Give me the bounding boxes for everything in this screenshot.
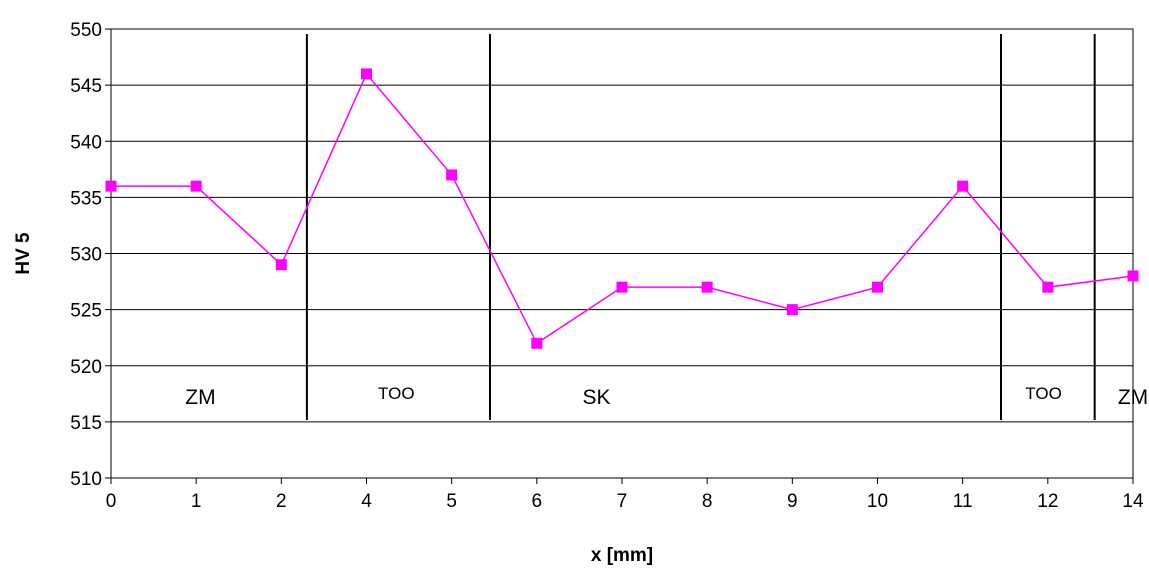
x-tick-label: 0 <box>106 491 117 512</box>
y-axis-title: HV 5 <box>13 232 34 275</box>
x-tick-label: 9 <box>787 491 798 512</box>
series-group <box>105 68 1139 349</box>
y-tick-label: 550 <box>70 20 102 41</box>
y-tick-label: 525 <box>70 301 102 322</box>
data-point-marker <box>531 337 543 349</box>
y-tick-label: 510 <box>70 469 102 490</box>
x-tick-label: 6 <box>532 491 543 512</box>
data-point-marker <box>872 281 883 293</box>
data-point-marker <box>786 304 798 316</box>
x-axis-ticks: 0 1 2 4 5 6 7 8 9 10 11 12 14 <box>106 478 1144 512</box>
zone-label-zm: ZM <box>185 386 215 409</box>
x-tick-label: 2 <box>276 491 287 512</box>
data-point-marker <box>1127 270 1139 282</box>
y-axis-ticks: 510 515 520 525 530 535 540 545 550 <box>70 20 111 490</box>
y-tick-label: 520 <box>70 357 102 378</box>
zone-boundaries <box>305 34 1096 420</box>
x-tick-label: 5 <box>446 491 457 512</box>
zone-label-too: TOO <box>1025 384 1062 403</box>
x-tick-label: 4 <box>361 491 372 512</box>
y-tick-label: 535 <box>70 188 102 209</box>
data-point-marker <box>361 68 372 80</box>
data-point-marker <box>701 281 713 293</box>
x-tick-label: 12 <box>1037 491 1058 512</box>
zone-label-too: TOO <box>378 384 415 403</box>
x-tick-label: 7 <box>617 491 628 512</box>
zone-labels: ZM TOO SK TOO ZM <box>185 384 1148 409</box>
x-tick-label: 10 <box>867 491 888 512</box>
x-tick-label: 14 <box>1122 491 1144 512</box>
series-line <box>111 72 1134 345</box>
data-point-marker <box>1042 281 1054 293</box>
zone-label-zm: ZM <box>1118 386 1148 409</box>
x-tick-label: 1 <box>191 491 202 512</box>
x-axis-title: x [mm] <box>591 545 653 566</box>
y-tick-label: 540 <box>70 132 102 153</box>
data-point-marker <box>446 169 458 181</box>
data-point-marker <box>616 281 628 293</box>
data-point-marker <box>105 180 117 192</box>
gridlines <box>111 28 1133 479</box>
y-tick-label: 530 <box>70 245 102 266</box>
x-tick-label: 8 <box>702 491 713 512</box>
data-point-marker <box>957 180 969 192</box>
data-point-marker <box>190 180 202 192</box>
y-tick-label: 515 <box>70 413 102 434</box>
y-tick-label: 545 <box>70 76 102 97</box>
x-tick-label: 11 <box>953 491 973 512</box>
data-point-marker <box>275 259 287 271</box>
zone-label-sk: SK <box>582 386 610 409</box>
